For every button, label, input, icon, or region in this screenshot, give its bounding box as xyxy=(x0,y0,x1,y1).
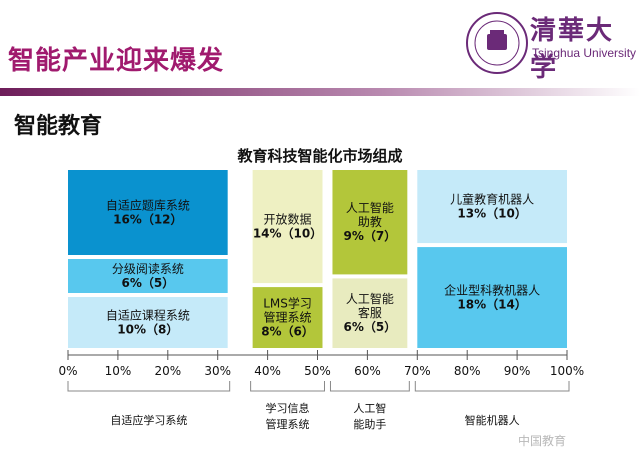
segment-block xyxy=(68,170,228,255)
x-tick-label: 60% xyxy=(354,364,381,378)
segment-label: 客服 xyxy=(358,305,382,320)
group-label: 能助手 xyxy=(353,417,386,431)
header-band xyxy=(0,88,640,96)
segment-block xyxy=(68,297,228,348)
section-title: 智能教育 xyxy=(14,114,103,139)
chart-title: 教育科技智能化市场组成 xyxy=(236,147,402,165)
logo-text-chinese: 清華大学 xyxy=(530,16,615,83)
tsinghua-logo xyxy=(466,12,528,74)
segment-value: 6%（5） xyxy=(344,319,397,334)
segment-block xyxy=(332,278,408,348)
x-tick-label: 70% xyxy=(404,364,431,378)
segment-label: 人工智能 xyxy=(346,200,394,215)
group-bracket xyxy=(250,381,325,392)
segment-label: 儿童教育机器人 xyxy=(450,192,534,207)
group-label: 管理系统 xyxy=(266,417,310,431)
segment-label: LMS学习 xyxy=(263,296,312,311)
group-bracket xyxy=(329,381,410,392)
segment-block xyxy=(252,287,323,348)
group-bracket xyxy=(67,381,231,392)
segment-label: 企业型科教机器人 xyxy=(444,283,540,298)
segment-block xyxy=(332,170,408,275)
tsinghua-seal-icon xyxy=(466,12,528,74)
segment-block xyxy=(417,170,567,244)
group-label: 人工智 xyxy=(353,401,386,415)
segment-value: 13%（10） xyxy=(457,206,526,221)
group-label: 自适应学习系统 xyxy=(110,413,187,427)
segment-label: 自适应题库系统 xyxy=(106,198,190,213)
x-tick-label: 0% xyxy=(58,364,77,378)
logo-text-english: Tsinghua University xyxy=(532,46,637,60)
segment-value: 16%（12） xyxy=(113,212,182,227)
x-tick-label: 100% xyxy=(550,364,584,378)
group-label: 智能机器人 xyxy=(465,413,520,427)
x-tick-label: 50% xyxy=(304,364,331,378)
segment-block xyxy=(417,247,567,348)
slide-title: 智能产业迎来爆发 xyxy=(8,46,225,76)
group-label: 学习信息 xyxy=(266,401,310,415)
segment-block xyxy=(68,259,228,293)
segment-label: 人工智能 xyxy=(346,291,394,306)
x-tick-label: 30% xyxy=(204,364,231,378)
segment-label: 分级阅读系统 xyxy=(112,262,184,276)
x-tick-label: 20% xyxy=(154,364,181,378)
segment-block xyxy=(252,170,323,284)
segment-value: 8%（6） xyxy=(261,324,314,339)
x-tick-label: 40% xyxy=(254,364,281,378)
x-tick-label: 10% xyxy=(105,364,132,378)
x-tick-label: 90% xyxy=(504,364,531,378)
segment-value: 6%（5） xyxy=(121,275,174,290)
group-bracket xyxy=(414,381,570,392)
x-tick-label: 80% xyxy=(454,364,481,378)
segment-label: 开放数据 xyxy=(264,212,312,227)
watermark: 中国教育 xyxy=(518,434,567,448)
segment-label: 助教 xyxy=(358,214,382,229)
segment-value: 9%（7） xyxy=(344,228,397,243)
segment-value: 18%（14） xyxy=(457,297,526,312)
segment-label: 自适应课程系统 xyxy=(106,308,190,323)
segment-label: 管理系统 xyxy=(264,310,312,325)
segment-value: 10%（8） xyxy=(117,322,178,337)
segment-value: 14%（10） xyxy=(253,226,322,241)
